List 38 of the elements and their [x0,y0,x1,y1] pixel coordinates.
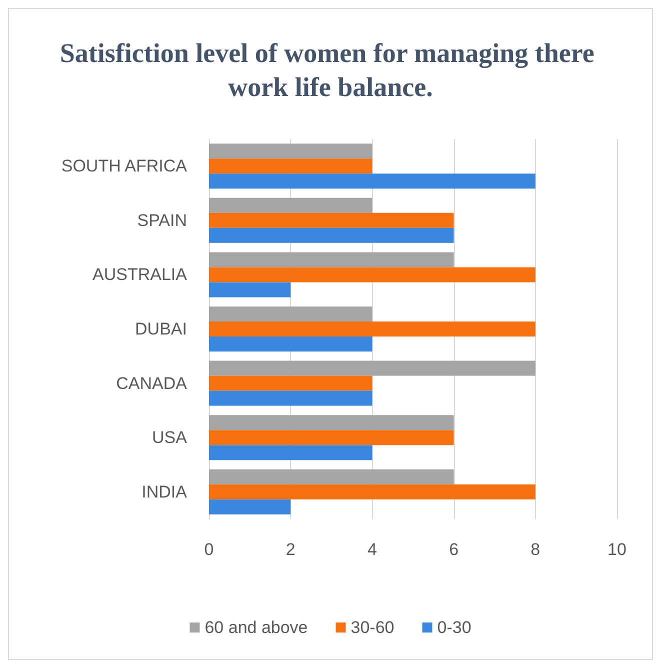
y-tick-label: SOUTH AFRICA [61,156,188,176]
legend-label: 60 and above [204,618,308,637]
x-tick-label: 2 [286,540,296,559]
bar [209,430,454,446]
bar [209,267,536,282]
bar [209,360,536,376]
y-tick-label: DUBAI [135,320,187,338]
bar [209,376,372,391]
bar [209,174,536,189]
bar [209,390,372,406]
bar [209,322,536,336]
bar [209,198,372,213]
bar [209,336,372,352]
bar [209,484,536,500]
bar [209,212,454,228]
bar [209,415,454,430]
legend-label: 0-30 [437,618,472,637]
x-tick-label: 0 [204,540,214,559]
y-tick-label: USA [152,428,188,448]
bar [209,228,454,243]
bar [209,158,372,174]
y-tick-label: SPAIN [137,210,187,230]
bar [209,144,372,159]
bar [209,469,454,484]
x-tick-label: 4 [367,540,377,559]
legend-label: 30-60 [350,618,394,637]
bar [209,499,291,514]
bar [209,306,372,322]
x-tick-label: 8 [530,540,540,559]
x-tick-label: 6 [449,540,459,559]
x-tick-label: 10 [608,540,626,559]
y-tick-label: AUSTRALIA [92,265,188,284]
bar [209,282,291,298]
y-tick-label: CANADA [116,374,188,393]
bar [209,445,372,460]
bar [209,252,454,268]
y-tick-label: INDIA [142,482,188,502]
chart-title: Satisfiction level of women for managing there work life balance. [60,38,602,102]
